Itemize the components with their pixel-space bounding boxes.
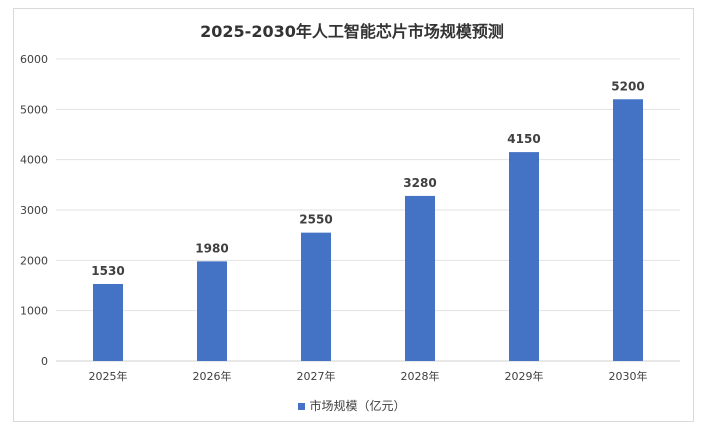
legend-label: 市场规模（亿元） <box>309 399 406 413</box>
x-tick-label: 2028年 <box>401 369 440 383</box>
bar <box>93 283 123 361</box>
x-tick-label: 2030年 <box>609 369 648 383</box>
x-tick-label: 2025年 <box>89 369 128 383</box>
x-tick-label: 2026年 <box>193 369 232 383</box>
data-label: 1980 <box>195 241 228 255</box>
y-tick-label: 3000 <box>20 204 48 217</box>
bar <box>405 195 435 361</box>
x-tick-label: 2029年 <box>505 369 544 383</box>
bar <box>301 232 331 361</box>
data-label: 3280 <box>403 176 436 190</box>
chart-frame <box>13 8 694 422</box>
data-label: 1530 <box>91 264 124 278</box>
data-label: 5200 <box>611 79 644 93</box>
legend-swatch <box>298 403 306 410</box>
chart-title: 2025-2030年人工智能芯片市场规模预测 <box>200 22 504 41</box>
legend: 市场规模（亿元） <box>0 397 704 414</box>
data-label: 4150 <box>507 132 540 146</box>
y-tick-label: 5000 <box>20 103 48 116</box>
y-tick-label: 0 <box>41 355 48 368</box>
y-tick-label: 2000 <box>20 254 48 267</box>
bar <box>613 99 643 362</box>
y-tick-label: 6000 <box>20 53 48 66</box>
data-label: 2550 <box>299 213 332 227</box>
y-tick-label: 1000 <box>20 305 48 318</box>
y-tick-label: 4000 <box>20 154 48 167</box>
bar <box>509 152 539 361</box>
x-tick-label: 2027年 <box>297 369 336 383</box>
bar <box>197 261 227 361</box>
